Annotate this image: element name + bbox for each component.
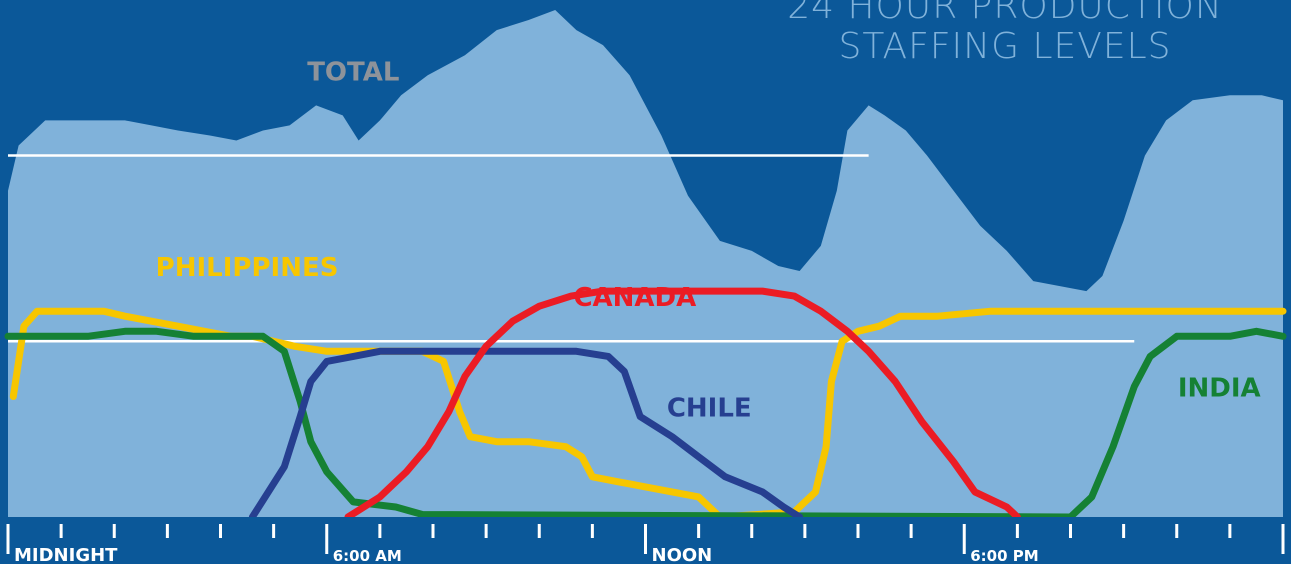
series-label-canada: CANADA [573,283,696,313]
series-label-philippines: PHILIPPINES [156,253,339,283]
series-canada-line [344,287,1021,521]
series-labels-layer: TOTAL PHILIPPINES INDIA CHILE CANADA [156,57,1261,423]
tick-label-6-00-am: 6:00 AM [333,547,402,564]
series-total-area [8,10,1283,517]
tick-label-noon: NOON [652,545,713,564]
reference-lines-layer [8,154,1135,343]
title-line-2: STAFFING LEVELS [838,26,1171,67]
series-lines-layer [4,287,1287,521]
total-area-layer [8,10,1283,517]
series-label-chile: CHILE [667,394,752,424]
x-axis: MIDNIGHT 6:00 AM NOON 6:00 PM [6,517,1285,564]
series-india-line [4,327,1287,521]
title-line-1: 24 HOUR PRODUCTION [787,0,1223,27]
series-philippines-line [9,307,1287,521]
series-label-total: TOTAL [307,57,399,87]
chart-title: 24 HOUR PRODUCTION STAFFING LEVELS [787,0,1223,67]
tick-label-midnight: MIDNIGHT [14,545,118,564]
series-label-india: INDIA [1178,374,1261,404]
tick-label-6-00-pm: 6:00 PM [970,547,1038,564]
series-chile-line [248,347,804,521]
